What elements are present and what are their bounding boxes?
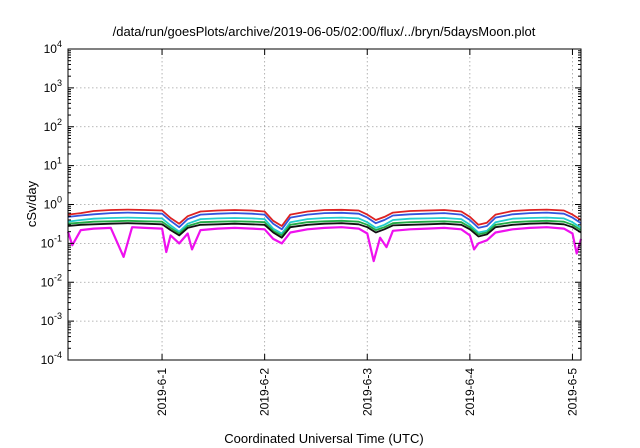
series-line-3 <box>67 216 582 235</box>
series-group <box>66 208 583 263</box>
y-tick-label: 10-4 <box>41 350 62 367</box>
y-tick-label: 10-3 <box>41 311 62 328</box>
x-tick-label: 2019-6-4 <box>463 368 477 416</box>
x-tick-label: 2019-6-5 <box>565 368 579 416</box>
x-axis: 2019-6-1 2019-6-2 2019-6-3 2019-6-4 2019-6-5 <box>155 49 579 416</box>
series-line-2 <box>67 211 582 231</box>
grid <box>68 49 581 360</box>
y-axis: 10-4 10-3 10-2 10-1 100 101 102 103 104 <box>41 39 581 367</box>
x-tick-label: 2019-6-3 <box>360 368 374 416</box>
series-line-1 <box>67 208 582 227</box>
y-tick-label: 100 <box>44 195 62 212</box>
y-tick-label: 104 <box>44 39 62 56</box>
y-tick-label: 101 <box>44 156 62 173</box>
x-axis-title: Coordinated Universal Time (UTC) <box>224 431 423 446</box>
y-tick-label: 10-1 <box>41 233 62 250</box>
series-line-6 <box>66 226 583 263</box>
y-tick-label: 102 <box>44 117 62 134</box>
y-axis-title: cSv/day <box>24 180 39 227</box>
series-line-4 <box>67 219 582 237</box>
x-tick-label: 2019-6-1 <box>155 368 169 416</box>
y-tick-label: 10-2 <box>41 272 62 289</box>
chart-title: /data/run/goesPlots/archive/2019-06-05/0… <box>113 24 536 39</box>
series-line-5 <box>67 222 582 239</box>
x-tick-label: 2019-6-2 <box>258 368 272 416</box>
y-tick-label: 103 <box>44 78 62 95</box>
